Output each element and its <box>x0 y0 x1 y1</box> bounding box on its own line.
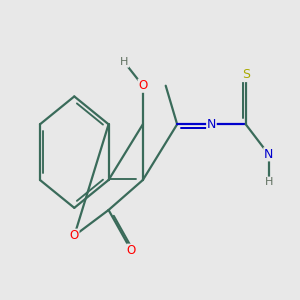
Text: N: N <box>264 148 273 161</box>
Text: O: O <box>138 79 148 92</box>
Text: N: N <box>207 118 216 131</box>
Text: O: O <box>70 229 79 242</box>
Text: O: O <box>127 244 136 257</box>
Text: H: H <box>120 57 128 67</box>
Text: S: S <box>242 68 250 82</box>
Text: H: H <box>264 177 273 187</box>
